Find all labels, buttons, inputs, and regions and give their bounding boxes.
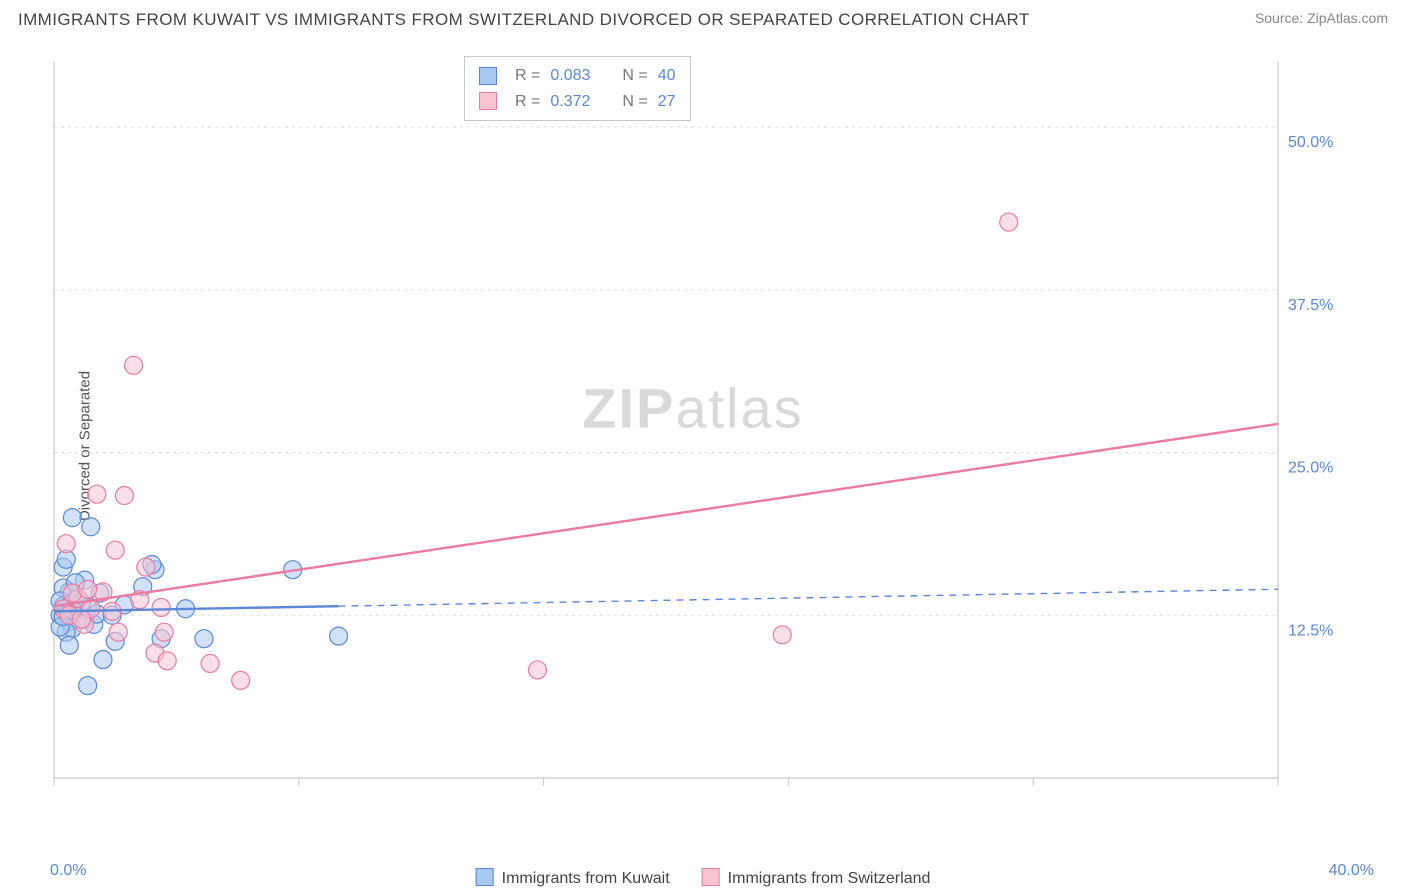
svg-text:12.5%: 12.5% [1288,622,1333,639]
swatch-switzerland-2 [702,868,720,886]
stats-row-switzerland: R = 0.372 N = 27 [479,89,676,115]
swatch-kuwait [479,67,497,85]
svg-text:25.0%: 25.0% [1288,460,1333,477]
x-axis-legend: Immigrants from Kuwait Immigrants from S… [476,868,931,888]
stats-row-kuwait: R = 0.083 N = 40 [479,63,676,89]
n-label-2: N = [622,89,647,115]
chart-title: IMMIGRANTS FROM KUWAIT VS IMMIGRANTS FRO… [18,10,1030,30]
r-label: R = [515,63,540,89]
x-max-label: 40.0% [1329,862,1374,880]
legend-item-switzerland: Immigrants from Switzerland [702,868,931,888]
n-label: N = [622,63,647,89]
stats-legend-box: R = 0.083 N = 40 R = 0.372 N = 27 [464,56,691,121]
swatch-switzerland [479,92,497,110]
svg-text:37.5%: 37.5% [1288,297,1333,314]
legend-label-switzerland: Immigrants from Switzerland [728,870,931,887]
chart-area: 12.5%25.0%37.5%50.0% ZIPatlas R = 0.083 … [48,58,1338,818]
n-value-kuwait: 40 [658,63,676,89]
n-value-switzerland: 27 [658,89,676,115]
r-value-switzerland: 0.372 [550,89,590,115]
svg-text:50.0%: 50.0% [1288,134,1333,151]
r-label-2: R = [515,89,540,115]
legend-item-kuwait: Immigrants from Kuwait [476,868,670,888]
legend-label-kuwait: Immigrants from Kuwait [502,870,670,887]
swatch-kuwait-2 [476,868,494,886]
source-attribution: Source: ZipAtlas.com [1255,10,1388,26]
scatter-plot-svg: 12.5% 25.0% 37.5% 50.0% [48,58,1338,818]
r-value-kuwait: 0.083 [550,63,590,89]
x-min-label: 0.0% [50,862,86,880]
